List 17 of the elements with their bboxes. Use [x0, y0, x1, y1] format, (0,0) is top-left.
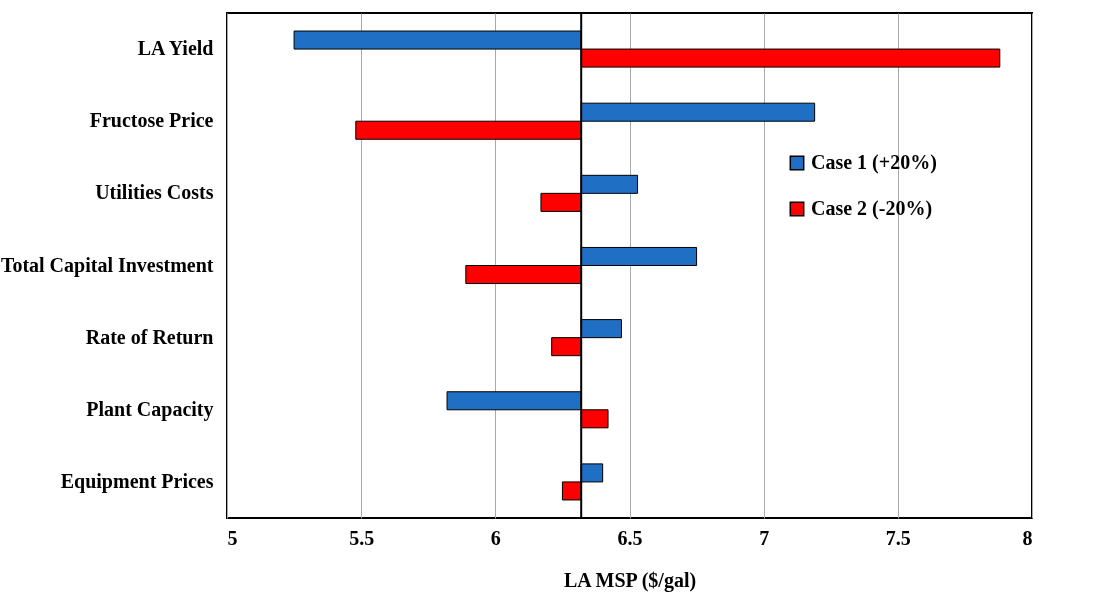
y-tick-label: Rate of Return	[85, 325, 214, 348]
x-tick-label: 7	[759, 526, 770, 549]
legend-label: Case 2 (-20%)	[811, 197, 933, 220]
x-axis-title: LA MSP ($/gal)	[563, 568, 697, 592]
y-tick-label: Fructose Price	[89, 109, 214, 132]
legend-label: Case 1 (+20%)	[811, 151, 937, 174]
x-tick-label: 6	[490, 526, 501, 549]
y-tick-label: Total Capital Investment	[0, 253, 214, 277]
x-tick-label: 6.5	[617, 526, 643, 549]
x-tick-label: 5	[227, 526, 238, 549]
x-tick-label: 5.5	[349, 526, 375, 549]
y-tick-label: Equipment Prices	[60, 469, 214, 493]
y-tick-label: LA Yield	[137, 37, 214, 60]
y-tick-label: Plant Capacity	[86, 397, 214, 421]
y-tick-label: Utilities Costs	[95, 181, 214, 204]
x-tick-label: 8	[1022, 526, 1033, 549]
x-tick-label: 7.5	[885, 526, 911, 549]
